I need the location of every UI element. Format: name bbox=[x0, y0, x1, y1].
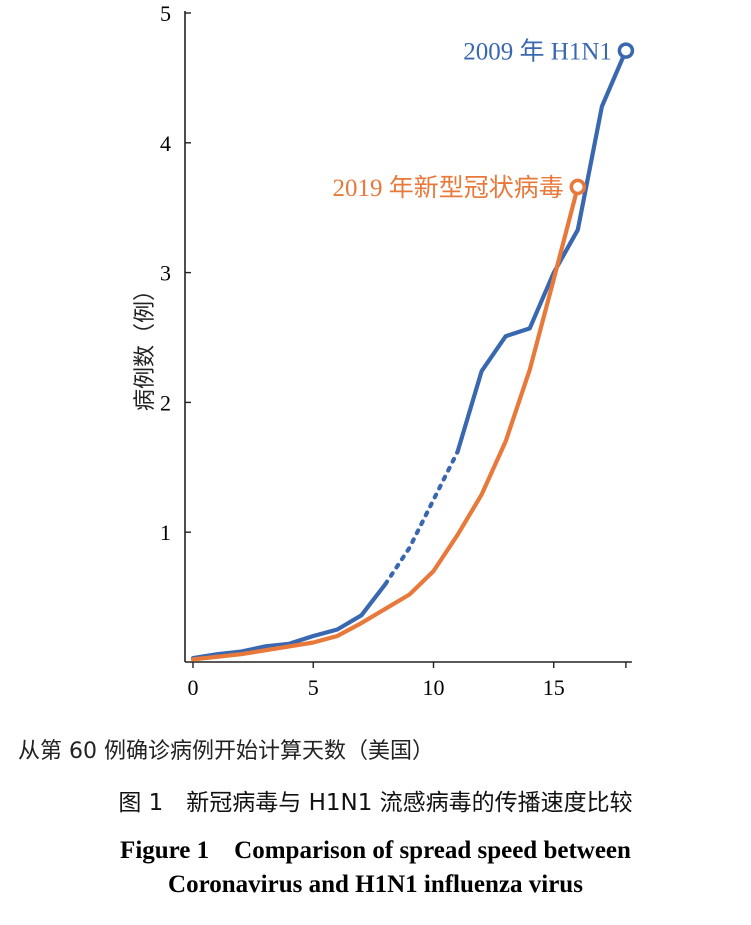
figure-title-english-line1: Figure 1 Comparison of spread speed betw… bbox=[120, 837, 631, 864]
series-1-label: 2019 年新型冠状病毒 bbox=[333, 174, 564, 202]
figure-title-english-line2: Coronavirus and H1N1 influenza virus bbox=[168, 871, 583, 898]
y-tick-label-2: 2 bbox=[160, 390, 171, 415]
series-0-line-dotted bbox=[383, 449, 460, 587]
x-tick-label-15: 15 bbox=[543, 675, 565, 700]
x-axis-caption: 从第 60 例确诊病例开始计算天数（美国） bbox=[18, 739, 434, 764]
axes: 0 5 10 15 1 2 3 4 5 病例数（例） bbox=[133, 1, 632, 700]
line-chart: 0 5 10 15 1 2 3 4 5 病例数（例） 2009 年 H1N1 2019 年新型冠状病… bbox=[133, 1, 635, 700]
x-tick-label-0: 0 bbox=[188, 675, 199, 700]
series-0-end-marker bbox=[617, 42, 635, 59]
series-0-line-continued bbox=[455, 48, 628, 454]
y-tick-label-3: 3 bbox=[160, 261, 171, 286]
y-tick-label-5: 5 bbox=[160, 1, 171, 26]
figure-title-chinese: 图 1 新冠病毒与 H1N1 流感病毒的传播速度比较 bbox=[118, 790, 633, 816]
y-tick-label-1: 1 bbox=[160, 520, 171, 545]
series-1-line bbox=[190, 184, 580, 662]
series-1-end-marker bbox=[569, 178, 587, 196]
y-tick-label-4: 4 bbox=[160, 131, 171, 156]
x-tick-label-5: 5 bbox=[308, 675, 319, 700]
labels-layer: 2009 年 H1N1 2019 年新型冠状病毒 bbox=[333, 38, 612, 202]
series-0-label: 2009 年 H1N1 bbox=[463, 38, 612, 66]
y-axis-label: 病例数（例） bbox=[133, 279, 158, 411]
x-tick-label-10: 10 bbox=[423, 675, 445, 700]
series-layer bbox=[190, 42, 635, 662]
series-0-line bbox=[190, 582, 388, 661]
